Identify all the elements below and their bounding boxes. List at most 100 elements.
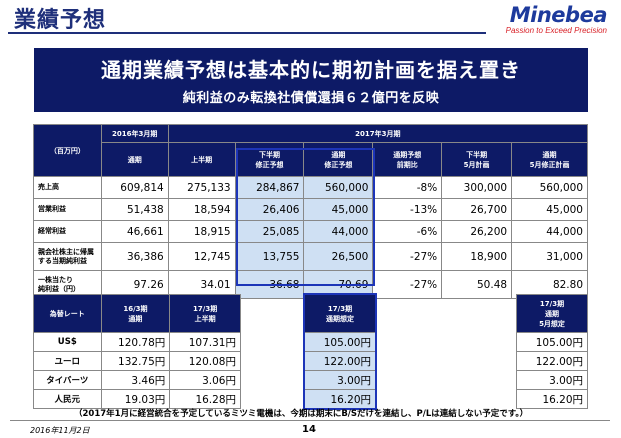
forecast-table: （百万円） 2016年3月期 2017年3月期 通期 上半期 下半期 修正予想 通期 … xyxy=(33,124,589,299)
rate-row: 3.00円 xyxy=(516,370,588,390)
table-row: 経常利益 46,661 18,915 25,085 44,000 -6% 26,200 44,… xyxy=(33,220,588,243)
logo-tagline: Passion to Exceed Precision xyxy=(505,26,607,35)
currency-label: US$ xyxy=(33,332,102,352)
rate-row: 122.00円 xyxy=(304,351,376,371)
rate-cell: 120.08円 xyxy=(169,351,241,371)
table-cell: 18,594 xyxy=(167,198,236,221)
table-cell: 46,661 xyxy=(100,220,169,243)
table-cell: 18,915 xyxy=(167,220,236,243)
currency-label: ユーロ xyxy=(33,351,102,371)
table-cell: -13% xyxy=(372,198,443,221)
column-header: 下半期 修正予想 xyxy=(234,142,305,177)
row-label: 経常利益 xyxy=(33,220,102,243)
rate-cell: 132.75円 xyxy=(100,351,171,371)
rate-row: 105.00円 xyxy=(304,332,376,352)
rate-cell: 16.28円 xyxy=(169,389,241,409)
rate-row: ユーロ 132.75円 120.08円 xyxy=(33,351,241,371)
period-2017-header: 2017年3月期 xyxy=(167,124,589,143)
table-cell: 51,438 xyxy=(100,198,169,221)
table-cell: 25,085 xyxy=(234,220,305,243)
rate-assumption-table: 17/3期 通期想定 105.00円 122.00円 3.00円 16.20円 xyxy=(304,294,376,409)
table-cell: 36.68 xyxy=(234,270,305,299)
column-header: 通期 修正予想 xyxy=(303,142,374,177)
banner-sub-text: 純利益のみ転換社債償還損６２億円を反映 xyxy=(182,91,440,106)
table-cell: -6% xyxy=(372,220,443,243)
table-cell: 45,000 xyxy=(303,198,374,221)
rate-label-header: 為替レート xyxy=(33,294,102,333)
table-cell: 45,000 xyxy=(511,198,588,221)
table-cell: 50.48 xyxy=(441,270,513,299)
rate-may-cell: 122.00円 xyxy=(516,351,588,371)
table-row: 売上高 609,814 275,133 284,867 560,000 -8% 300,00… xyxy=(33,176,588,199)
column-header: 通期予想 前期比 xyxy=(372,142,443,177)
rate-cell: 3.46円 xyxy=(100,370,171,390)
rate-row: 105.00円 xyxy=(516,332,588,352)
rate-may-cell: 105.00円 xyxy=(516,332,588,352)
rate-may-header: 17/3期 通期 5月想定 xyxy=(516,294,588,333)
currency-label: 人民元 xyxy=(33,389,102,409)
rate-fy16-header: 16/3期 通期 xyxy=(100,294,171,333)
table-cell: 300,000 xyxy=(441,176,513,199)
rate-may-cell: 16.20円 xyxy=(516,389,588,409)
company-logo: Minebea Passion to Exceed Precision xyxy=(505,3,608,36)
row-label: 親会社株主に帰属 する当期純利益 xyxy=(33,242,102,271)
rate-may-plan-table: 17/3期 通期 5月想定 105.00円 122.00円 3.00円 16.20円 xyxy=(516,294,588,409)
rate-assume-cell: 122.00円 xyxy=(304,351,376,371)
rate-row: 人民元 19.03円 16.28円 xyxy=(33,389,241,409)
column-header: 下半期 5月計画 xyxy=(441,142,513,177)
period-2016-header: 2016年3月期 xyxy=(100,124,169,143)
rate-h1-header: 17/3期 上半期 xyxy=(169,294,241,333)
column-header: 上半期 xyxy=(167,142,236,177)
currency-label: タイバーツ xyxy=(33,370,102,390)
rate-row: US$ 120.78円 107.31円 xyxy=(33,332,241,352)
table-cell: 26,700 xyxy=(441,198,513,221)
logo-name: Minebea xyxy=(509,3,608,27)
rate-assume-header: 17/3期 通期想定 xyxy=(304,294,376,333)
title-underline xyxy=(8,32,486,34)
table-cell: 44,000 xyxy=(303,220,374,243)
table-cell: 560,000 xyxy=(303,176,374,199)
column-header: 通期 5月修正計画 xyxy=(511,142,588,177)
footer-divider xyxy=(10,420,610,421)
rate-may-cell: 3.00円 xyxy=(516,370,588,390)
table-cell: 44,000 xyxy=(511,220,588,243)
rate-assume-cell: 16.20円 xyxy=(304,389,376,409)
rate-row: 16.20円 xyxy=(516,389,588,409)
table-row: 営業利益 51,438 18,594 26,406 45,000 -13% 26,700 45… xyxy=(33,198,588,221)
table-cell: 26,500 xyxy=(303,242,374,271)
table-cell: 26,406 xyxy=(234,198,305,221)
table-cell: -27% xyxy=(372,242,443,271)
banner-main-text: 通期業績予想は基本的に期初計画を据え置き xyxy=(101,58,521,82)
row-label: 売上高 xyxy=(33,176,102,199)
exchange-rate-table: 為替レート 16/3期 通期 17/3期 上半期 US$ 120.78円 107.3… xyxy=(33,294,241,409)
rate-assume-cell: 3.00円 xyxy=(304,370,376,390)
rate-row: 16.20円 xyxy=(304,389,376,409)
table-cell: 12,745 xyxy=(167,242,236,271)
table-cell: 560,000 xyxy=(511,176,588,199)
headline-banner: 通期業績予想は基本的に期初計画を据え置き 純利益のみ転換社債償還損６２億円を反映 xyxy=(34,48,588,112)
rate-row: タイバーツ 3.46円 3.06円 xyxy=(33,370,241,390)
rate-cell: 3.06円 xyxy=(169,370,241,390)
rate-assume-cell: 105.00円 xyxy=(304,332,376,352)
page-number: 14 xyxy=(302,424,316,435)
rate-cell: 19.03円 xyxy=(100,389,171,409)
footnote: （2017年1月に経営統合を予定しているミツミ電機は、今期は期末にB/Sだけを連… xyxy=(74,409,529,419)
row-label: 営業利益 xyxy=(33,198,102,221)
table-cell: 609,814 xyxy=(100,176,169,199)
column-header: 通期 xyxy=(100,142,169,177)
table-cell: 13,755 xyxy=(234,242,305,271)
table-cell: -8% xyxy=(372,176,443,199)
page-title: 業績予想 xyxy=(14,8,107,33)
table-cell: 36,386 xyxy=(100,242,169,271)
table-cell: -27% xyxy=(372,270,443,299)
rate-cell: 107.31円 xyxy=(169,332,241,352)
table-cell: 284,867 xyxy=(234,176,305,199)
table-cell: 26,200 xyxy=(441,220,513,243)
footer-date: 2016年11月2日 xyxy=(30,426,90,435)
table-cell: 18,900 xyxy=(441,242,513,271)
rate-row: 3.00円 xyxy=(304,370,376,390)
rate-cell: 120.78円 xyxy=(100,332,171,352)
table-row: 親会社株主に帰属 する当期純利益 36,386 12,745 13,755 26,500… xyxy=(33,242,588,271)
table-cell: 275,133 xyxy=(167,176,236,199)
table-cell: 31,000 xyxy=(511,242,588,271)
